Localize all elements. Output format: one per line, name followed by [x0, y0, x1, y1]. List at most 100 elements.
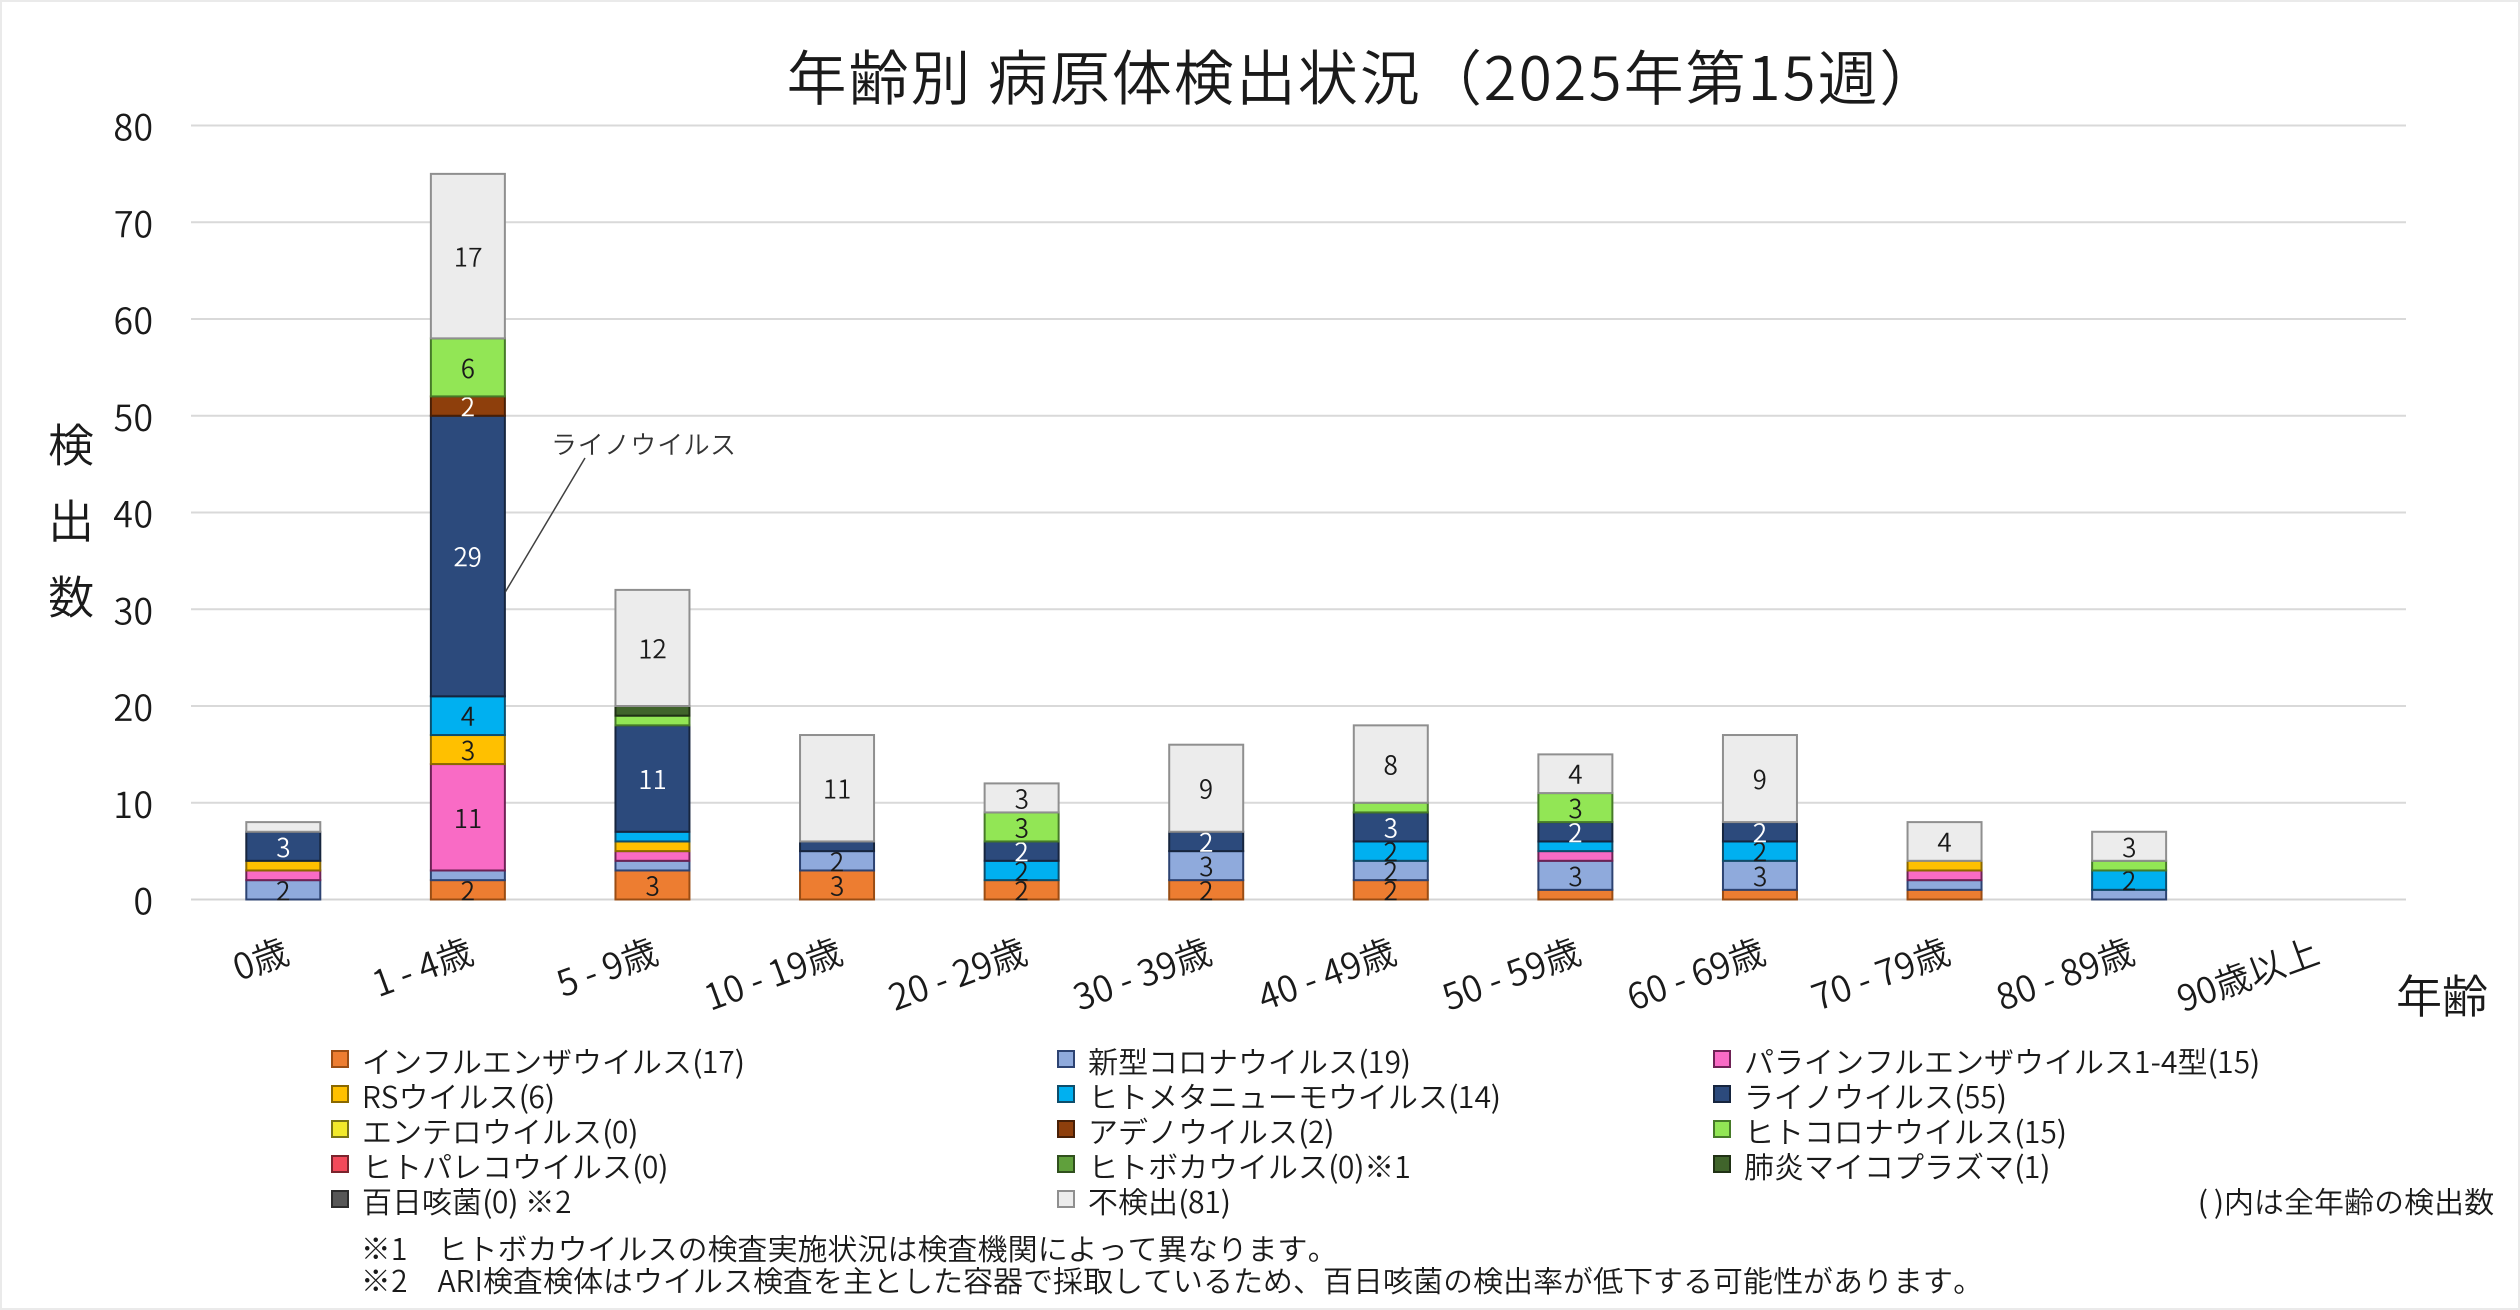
bar-value-label: 11 — [638, 760, 667, 797]
legend-swatch-ヒトメタニューモウイルス — [1057, 1085, 1075, 1103]
bar-50 - 59歳: 3234 — [1537, 753, 1614, 901]
legend-label-肺炎マイコプラズマ: 肺炎マイコプラズマ(1) — [1744, 1143, 2051, 1187]
bar-1 - 4歳: 21134292617 — [429, 172, 506, 908]
bar-value-label: 9 — [1199, 770, 1213, 807]
bar-segment-インフルエンザウイルス-5 - 9歳 — [614, 869, 691, 901]
bar-segment-不検出-0歳 — [245, 821, 322, 833]
legend-label-エンテロウイルス: エンテロウイルス(0) — [362, 1108, 639, 1152]
legend-label-ヒトメタニューモウイルス: ヒトメタニューモウイルス(14) — [1088, 1073, 1501, 1117]
bar-30 - 39歳: 2329 — [1168, 743, 1245, 908]
chart-title: 年齢別 病原体検出状況（2025年第15週） — [786, 31, 1942, 118]
bar-segment-不検出-1 - 4歳 — [429, 172, 506, 340]
bar-segment-RSウイルス-70 - 79歳 — [1906, 859, 1983, 872]
y-tick-label-0: 0 — [133, 874, 153, 926]
legend-label-パラインフルエンザウイルス1-4型: パラインフルエンザウイルス1-4型(15) — [1744, 1038, 2261, 1082]
bar-80 - 89歳: 23 — [2091, 828, 2168, 901]
gridlines — [191, 124, 2406, 804]
footnote-1: ※1 ヒトボカウイルスの検査実施状況は検査機関によって異なります。 — [361, 1225, 1338, 1269]
y-axis-title: 検出数 — [38, 421, 104, 649]
bar-segment-ヒトメタニューモウイルス-5 - 9歳 — [614, 830, 691, 843]
annotation-leader-line — [504, 457, 586, 593]
bar-segment-不検出-10 - 19歳 — [799, 734, 876, 843]
bar-segment-不検出-30 - 39歳 — [1168, 743, 1245, 833]
bar-value-label: 9 — [1753, 760, 1767, 797]
footnote-2: ※2 ARI検査検体はウイルス検査を主とした容器で採取しているため、百日咳菌の検… — [361, 1257, 1983, 1301]
bar-value-label: 4 — [461, 697, 475, 734]
legend-label-アデノウイルス: アデノウイルス(2) — [1088, 1108, 1335, 1152]
bar-segment-新型コロナウイルス-30 - 39歳 — [1168, 850, 1245, 882]
legend-swatch-アデノウイルス — [1057, 1120, 1075, 1138]
legend-swatch-ヒトコロナウイルス — [1713, 1120, 1731, 1138]
bar-segment-不検出-50 - 59歳 — [1537, 753, 1614, 795]
bar-70 - 79歳: 4 — [1906, 821, 1983, 901]
bar-segment-インフルエンザウイルス-70 - 79歳 — [1906, 888, 1983, 901]
bar-value-label: 3 — [2122, 828, 2136, 865]
legend-label-新型コロナウイルス: 新型コロナウイルス(19) — [1088, 1038, 1411, 1082]
bar-segment-パラインフルエンザウイルス1-4型-50 - 59歳 — [1537, 850, 1614, 862]
bar-60 - 69歳: 3229 — [1721, 734, 1798, 901]
legend-swatch-エンテロウイルス — [331, 1120, 349, 1138]
x-tick-label-70 - 79歳: 70 - 79歳 — [1804, 923, 1957, 1021]
bar-segment-ヒトメタニューモウイルス-1 - 4歳 — [429, 695, 506, 737]
bar-value-label: 3 — [276, 828, 290, 865]
legend-swatch-パラインフルエンザウイルス1-4型 — [1713, 1050, 1731, 1068]
bar-value-label: 3 — [1199, 847, 1213, 884]
bar-value-label: 17 — [454, 238, 483, 275]
x-tick-label-1 - 4歳: 1 - 4歳 — [364, 923, 479, 1007]
x-tick-label-10 - 19歳: 10 - 19歳 — [696, 923, 849, 1021]
x-axis-title: 年齢 — [2396, 961, 2488, 1027]
bar-value-label: 6 — [461, 349, 475, 386]
bar-segment-ヒトコロナウイルス-50 - 59歳 — [1537, 792, 1614, 824]
x-tick-labels: 0歳 1 - 4歳 5 - 9歳 10 - 19歳 20 - 29歳 30 - 39歳 40… — [225, 923, 2326, 1022]
x-tick-label-30 - 39歳: 30 - 39歳 — [1065, 923, 1218, 1021]
bar-segment-不検出-5 - 9歳 — [614, 588, 691, 708]
legend-swatch-ライノウイルス — [1713, 1085, 1731, 1103]
bar-segment-新型コロナウイルス-1 - 4歳 — [429, 869, 506, 882]
legend-swatch-肺炎マイコプラズマ — [1713, 1155, 1731, 1173]
bar-segment-ライノウイルス-10 - 19歳 — [799, 840, 876, 853]
y-tick-label-30: 30 — [113, 583, 153, 635]
legend-swatch-ヒトパレコウイルス — [331, 1155, 349, 1173]
legend-swatch-RSウイルス — [331, 1085, 349, 1103]
bar-value-label: 3 — [461, 731, 475, 768]
bar-segment-不検出-80 - 89歳 — [2091, 830, 2168, 862]
y-tick-label-60: 60 — [113, 293, 153, 345]
bar-segment-RSウイルス-1 - 4歳 — [429, 734, 506, 766]
y-tick-label-80: 80 — [113, 100, 153, 152]
x-tick-label-80 - 89歳: 80 - 89歳 — [1988, 923, 2141, 1021]
y-tick-label-20: 20 — [113, 680, 153, 732]
bar-segment-ライノウイルス-0歳 — [245, 830, 322, 862]
bar-10 - 19歳: 3211 — [799, 734, 876, 903]
bar-40 - 49歳: 22238 — [1352, 724, 1429, 908]
legend-swatch-新型コロナウイルス — [1057, 1050, 1075, 1068]
x-tick-label-0歳: 0歳 — [225, 923, 295, 991]
bar-value-label: 8 — [1384, 746, 1398, 783]
bar-segment-ライノウイルス-5 - 9歳 — [614, 724, 691, 833]
x-tick-label-90歳以上: 90歳以上 — [2169, 923, 2325, 1022]
bar-segment-ヒトコロナウイルス-20 - 29歳 — [983, 811, 1060, 843]
bar-value-label: 3 — [830, 866, 844, 903]
bar-value-label: 3 — [645, 866, 659, 903]
y-tick-label-50: 50 — [113, 390, 153, 442]
legend-label-インフルエンザウイルス: インフルエンザウイルス(17) — [362, 1038, 745, 1082]
bar-segment-新型コロナウイルス-70 - 79歳 — [1906, 879, 1983, 891]
bar-segment-パラインフルエンザウイルス1-4型-5 - 9歳 — [614, 850, 691, 862]
bar-value-label: 11 — [823, 770, 852, 807]
bar-value-label: 3 — [1568, 857, 1582, 894]
legend-swatch-ヒトボカウイルス — [1057, 1155, 1075, 1173]
bar-value-label: 3 — [1753, 857, 1767, 894]
legend-label-ヒトボカウイルス: ヒトボカウイルス(0)※1 — [1088, 1143, 1411, 1187]
bar-segment-パラインフルエンザウイルス1-4型-0歳 — [245, 869, 322, 882]
bar-segment-不検出-40 - 49歳 — [1352, 724, 1429, 804]
legend-note: ( )内は全年齢の検出数 — [2197, 1178, 2494, 1222]
bar-value-label: 4 — [1937, 823, 1951, 860]
bar-20 - 29歳: 22233 — [983, 779, 1060, 908]
bar-value-label: 3 — [1014, 808, 1028, 845]
x-tick-label-5 - 9歳: 5 - 9歳 — [549, 923, 664, 1007]
legend-label-RSウイルス: RSウイルス(6) — [362, 1073, 555, 1117]
annotation-rhinovirus-label: ライノウイルス — [551, 425, 737, 462]
bar-segment-新型コロナウイルス-5 - 9歳 — [614, 859, 691, 872]
bar-5 - 9歳: 3 11 12 — [614, 588, 691, 903]
